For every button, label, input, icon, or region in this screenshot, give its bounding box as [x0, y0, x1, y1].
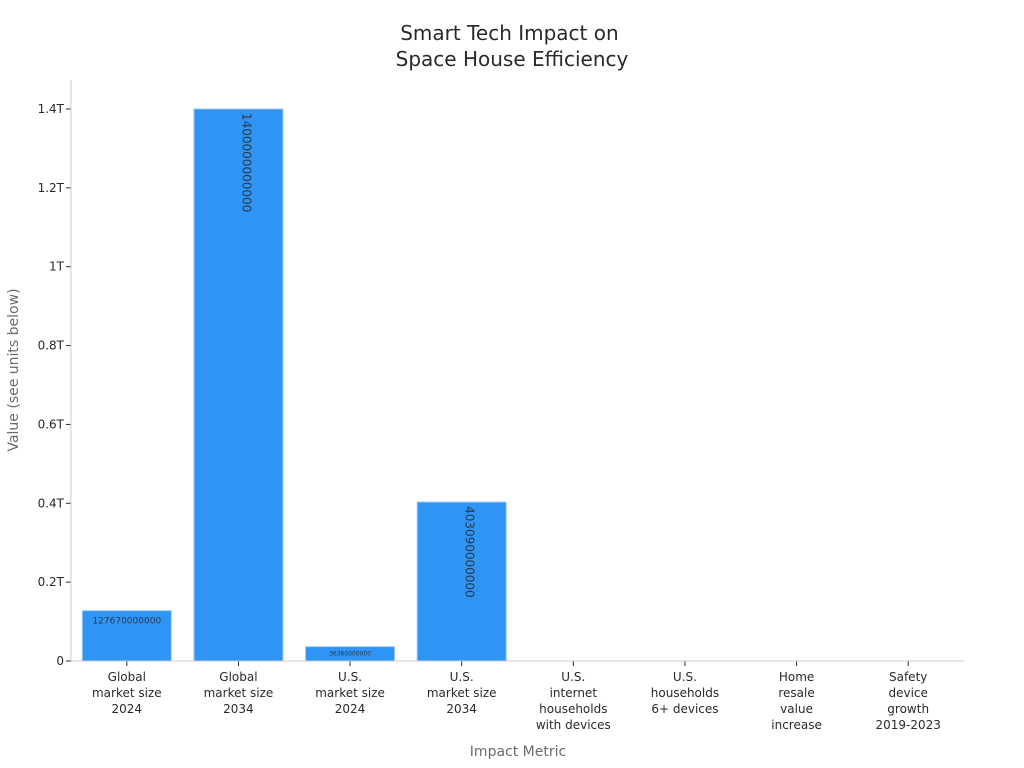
y-tick-label: 1.4T	[38, 102, 65, 116]
x-tick-label-line: U.S.	[673, 670, 697, 684]
x-tick-label-line: value	[780, 702, 813, 716]
x-tick-label-line: U.S.	[338, 670, 362, 684]
x-tick-label: Global market size 2034	[204, 670, 274, 716]
x-tick-label-line: 6+ devices	[651, 702, 718, 716]
x-tick-label-line: 2024	[335, 702, 366, 716]
x-tick-label-line: Safety	[889, 670, 927, 684]
x-tick-label-line: increase	[771, 718, 822, 732]
chart-title: Smart Tech Impact on Space House Efficie…	[396, 21, 629, 71]
x-tick-label: U.S. market size 2034	[427, 670, 497, 716]
x-tick-label: U.S. market size 2024	[315, 670, 385, 716]
x-tick-label: U.S. internet households with devices	[536, 670, 611, 732]
y-axis-title: Value (see units below)	[6, 288, 22, 451]
x-tick-label: Safety device growth 2019-2023	[875, 670, 940, 732]
x-tick-label: Home resale value increase	[771, 670, 822, 732]
x-tick-label-line: Global	[108, 670, 146, 684]
data-label: 36380000000	[329, 651, 371, 658]
y-tick-label: 0.6T	[38, 417, 65, 431]
x-tick-label-line: 2034	[446, 702, 477, 716]
x-tick-label: Global market size 2024	[92, 670, 162, 716]
x-tick-label-line: market size	[92, 686, 162, 700]
data-label: 403090000000	[463, 506, 477, 598]
y-tick-label: 0.2T	[38, 575, 65, 589]
y-tick-label: 0	[56, 654, 64, 668]
x-tick-label-line: market size	[427, 686, 497, 700]
x-tick-label-line: with devices	[536, 718, 611, 732]
x-tick-label-line: device	[888, 686, 927, 700]
x-axis-title: Impact Metric	[470, 744, 566, 760]
y-tick-label: 0.8T	[38, 339, 65, 353]
x-tick-label-line: Home	[779, 670, 814, 684]
x-tick-label-line: market size	[315, 686, 385, 700]
x-tick-label-line: internet	[550, 686, 598, 700]
x-tick-label-line: households	[651, 686, 719, 700]
x-tick-label-line: U.S.	[561, 670, 585, 684]
x-tick-label-line: growth	[887, 702, 929, 716]
x-tick-label-line: 2034	[223, 702, 254, 716]
x-tick-label-line: 2019-2023	[875, 718, 940, 732]
x-tick-label-line: 2024	[112, 702, 143, 716]
chart-title-line-1: Smart Tech Impact on	[400, 21, 618, 45]
x-tick-label-line: market size	[204, 686, 274, 700]
bar	[81, 610, 172, 662]
bar	[416, 501, 507, 662]
plot-area: 0 0.2T 0.4T 0.6T 0.8T 1T 1.2T 1.4T 127670000000 G…	[38, 102, 941, 732]
x-tick-label-line: households	[539, 702, 607, 716]
bar	[193, 108, 284, 662]
data-label: 127670000000	[92, 617, 161, 627]
y-tick-label: 1.2T	[38, 181, 65, 195]
x-tick-label-line: U.S.	[450, 670, 474, 684]
y-tick-label: 0.4T	[38, 496, 65, 510]
x-tick-label: U.S. households 6+ devices	[651, 670, 719, 716]
data-label: 1400000000000	[239, 113, 253, 212]
chart-title-line-2: Space House Efficiency	[396, 47, 629, 71]
y-tick-label: 1T	[49, 260, 65, 274]
x-tick-label-line: resale	[778, 686, 814, 700]
x-tick-label-line: Global	[219, 670, 257, 684]
